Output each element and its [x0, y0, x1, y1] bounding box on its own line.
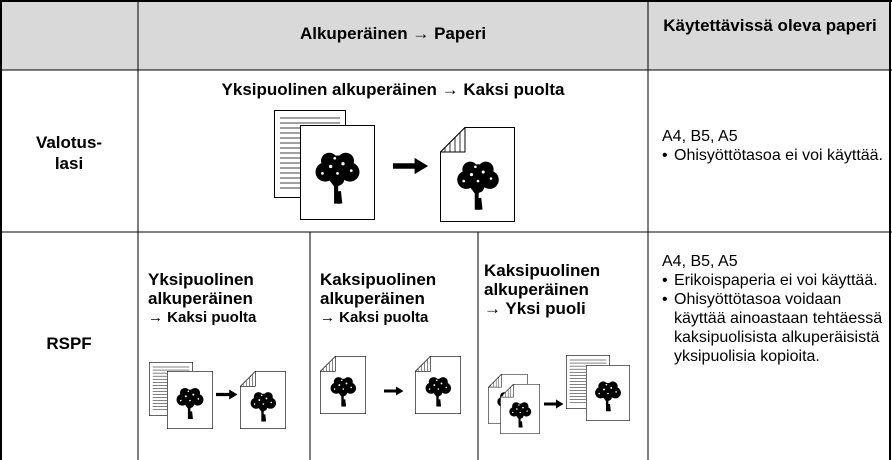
caption-line: Yksipuolinen	[148, 270, 254, 289]
mode-caption: Kaksipuolinen alkuperäinen → Kaksi puolt…	[320, 270, 478, 327]
label-line: Valotus-	[35, 133, 103, 152]
mode-caption: Kaksipuolinen alkuperäinen → Yksi puoli	[484, 261, 648, 318]
illustration-rspf-2	[320, 356, 460, 413]
paper-sizes: A4, B5, A5	[662, 253, 738, 270]
paper-note: Ohisyöttötasoa voidaan käyttää ainoastaa…	[662, 290, 888, 366]
caption-line: → Kaksi puolta	[320, 309, 429, 326]
mode-caption: Yksipuolinen alkuperäinen → Kaksi puolta	[221, 80, 565, 99]
illustration-rspf-1	[149, 362, 285, 428]
caption-line: Kaksipuolinen	[320, 270, 437, 289]
caption-line: Kaksipuolinen	[484, 261, 601, 280]
paper-notes: Erikoispaperia ei voi käyttää. Ohisyöttö…	[662, 271, 888, 366]
caption-line: → Yksi puoli	[484, 299, 586, 318]
paper-note: Erikoispaperia ei voi käyttää.	[662, 271, 888, 290]
paper-note: Ohisyöttötasoa ei voi käyttää.	[662, 146, 884, 165]
illustration-rspf-3	[489, 355, 630, 433]
illustration-glass	[274, 110, 515, 222]
paper-info: A4, B5, A5 Ohisyöttötasoa ei voi käyttää…	[662, 127, 884, 165]
paper-sizes: A4, B5, A5	[662, 128, 738, 145]
caption-line: alkuperäinen	[484, 280, 589, 299]
caption-line: alkuperäinen	[148, 289, 253, 308]
label-line: lasi	[54, 154, 84, 173]
caption-line: alkuperäinen	[320, 289, 425, 308]
paper-info: A4, B5, A5 Erikoispaperia ei voi käyttää…	[662, 252, 888, 366]
header-cell: Alkuperäinen → Paperi	[299, 24, 487, 43]
paper-notes: Ohisyöttötasoa ei voi käyttää.	[662, 146, 884, 165]
mode-caption: Yksipuolinen alkuperäinen → Kaksi puolta	[148, 270, 308, 327]
header-cell: Käytettävissä oleva paperi	[663, 16, 877, 35]
caption-line: → Kaksi puolta	[148, 309, 257, 326]
row-label: RSPF	[46, 334, 92, 353]
header-background	[1, 1, 890, 70]
row-label: Valotus- lasi	[0, 132, 138, 174]
